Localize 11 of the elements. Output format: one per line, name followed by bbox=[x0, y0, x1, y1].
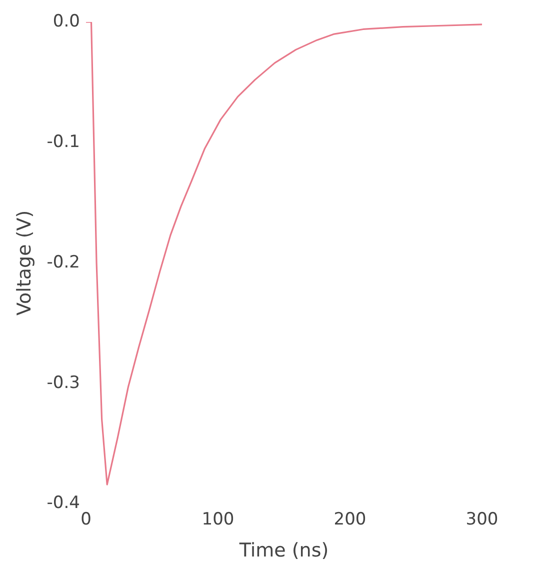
y-tick-label: -0.1 bbox=[46, 132, 80, 152]
x-tick-label: 200 bbox=[334, 509, 366, 530]
y-tick-label: 0.0 bbox=[52, 11, 80, 32]
x-axis-title: Time (ns) bbox=[238, 540, 329, 562]
x-tick-label: 100 bbox=[202, 509, 234, 530]
y-tick-label: -0.3 bbox=[46, 372, 80, 393]
y-axis-title: Voltage (V) bbox=[13, 210, 36, 316]
y-tick-label: -0.4 bbox=[46, 493, 80, 514]
x-tick-label: 300 bbox=[466, 509, 498, 530]
y-tick-label: -0.2 bbox=[46, 252, 80, 272]
x-tick-label: 0 bbox=[80, 509, 92, 530]
